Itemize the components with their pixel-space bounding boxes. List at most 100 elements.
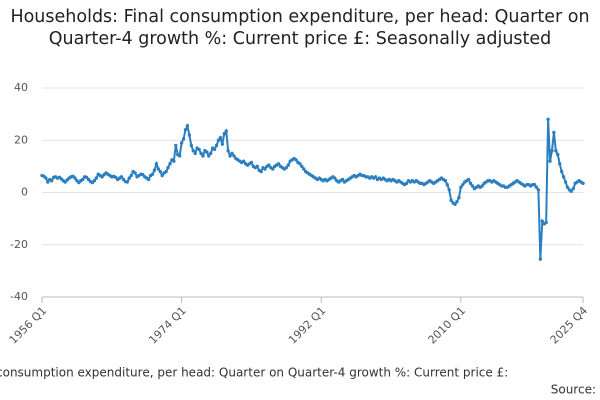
data-point [548, 159, 552, 163]
data-point [298, 162, 302, 166]
data-point [49, 179, 54, 183]
data-point [181, 137, 186, 141]
data-point [177, 154, 182, 158]
data-point [158, 169, 162, 174]
data-point [187, 133, 192, 137]
data-point [218, 135, 223, 140]
data-point [216, 138, 221, 142]
data-point [404, 181, 409, 186]
data-point [540, 219, 544, 223]
data-point [214, 143, 219, 148]
data-point [230, 151, 234, 156]
data-point [561, 175, 566, 179]
y-tick-label: -20 [10, 238, 28, 251]
data-point [193, 151, 197, 156]
data-point [532, 182, 537, 187]
data-point [156, 167, 161, 171]
data-point [249, 160, 254, 165]
data-point [150, 172, 155, 176]
data-point [300, 164, 304, 169]
data-point [228, 154, 232, 158]
data-point [445, 182, 449, 187]
data-point [563, 180, 568, 184]
data-point [197, 147, 201, 152]
data-point [154, 162, 159, 166]
data-point [333, 176, 337, 180]
data-point [146, 177, 151, 182]
data-point [166, 165, 170, 170]
data-point [552, 130, 556, 135]
data-point [208, 151, 213, 156]
data-point [164, 169, 168, 174]
data-point [276, 162, 281, 166]
data-point [179, 141, 184, 145]
data-point [44, 176, 48, 180]
data-point [554, 149, 558, 153]
data-point [558, 162, 562, 166]
data-point [461, 182, 465, 187]
y-tick-label: 40 [14, 81, 28, 94]
footer-text: consumption expenditure, per head: Quart… [0, 366, 508, 380]
data-point [127, 176, 131, 180]
data-point [152, 168, 157, 172]
data-point [259, 169, 263, 174]
data-point [222, 132, 226, 136]
data-point [185, 124, 190, 128]
data-point [263, 167, 267, 171]
data-point [207, 154, 211, 158]
data-point [267, 163, 271, 167]
x-tick-label: 1992 Q1 [286, 304, 329, 347]
data-point [119, 175, 124, 179]
data-point [224, 129, 228, 133]
data-point [565, 185, 570, 189]
data-point [468, 181, 473, 186]
y-tick-label: 20 [14, 133, 28, 146]
data-point [241, 159, 246, 163]
x-tick-label: 1974 Q1 [146, 304, 189, 347]
data-point [546, 117, 550, 122]
data-point [286, 163, 290, 167]
data-point [470, 184, 475, 188]
data-point [559, 169, 564, 174]
data-point [455, 199, 459, 204]
data-point [550, 149, 554, 153]
data-point [443, 179, 448, 183]
data-point [373, 175, 378, 179]
data-point [183, 128, 188, 132]
data-point [538, 257, 543, 261]
data-point [232, 154, 236, 158]
data-point [129, 173, 133, 178]
data-point [255, 164, 259, 169]
y-tick-label: -40 [10, 290, 28, 303]
y-tick-label: 0 [21, 186, 28, 199]
data-point [94, 176, 98, 180]
data-point [480, 184, 484, 188]
data-point [92, 179, 97, 183]
data-point [125, 180, 130, 184]
data-point [449, 198, 453, 203]
data-point [302, 167, 306, 171]
data-point [212, 147, 217, 152]
data-point [174, 143, 178, 148]
x-tick-label: 1956 Q1 [7, 304, 50, 347]
data-point [168, 162, 172, 166]
data-point [536, 188, 541, 192]
data-point [172, 159, 176, 163]
data-point [81, 177, 85, 182]
x-tick-label: 2010 Q1 [426, 304, 469, 347]
data-point [534, 185, 539, 189]
chart-title: Households: Final consumption expenditur… [10, 7, 590, 49]
data-point [544, 220, 548, 225]
source-text: Source: [551, 383, 596, 397]
data-point [226, 149, 230, 153]
data-point [453, 202, 457, 206]
data-point [569, 189, 574, 193]
data-point [284, 165, 289, 170]
data-point [201, 154, 205, 158]
x-tick-label: 2025 Q4 [548, 304, 591, 347]
data-point [556, 152, 560, 157]
data-point [457, 196, 461, 200]
data-point [191, 149, 195, 153]
